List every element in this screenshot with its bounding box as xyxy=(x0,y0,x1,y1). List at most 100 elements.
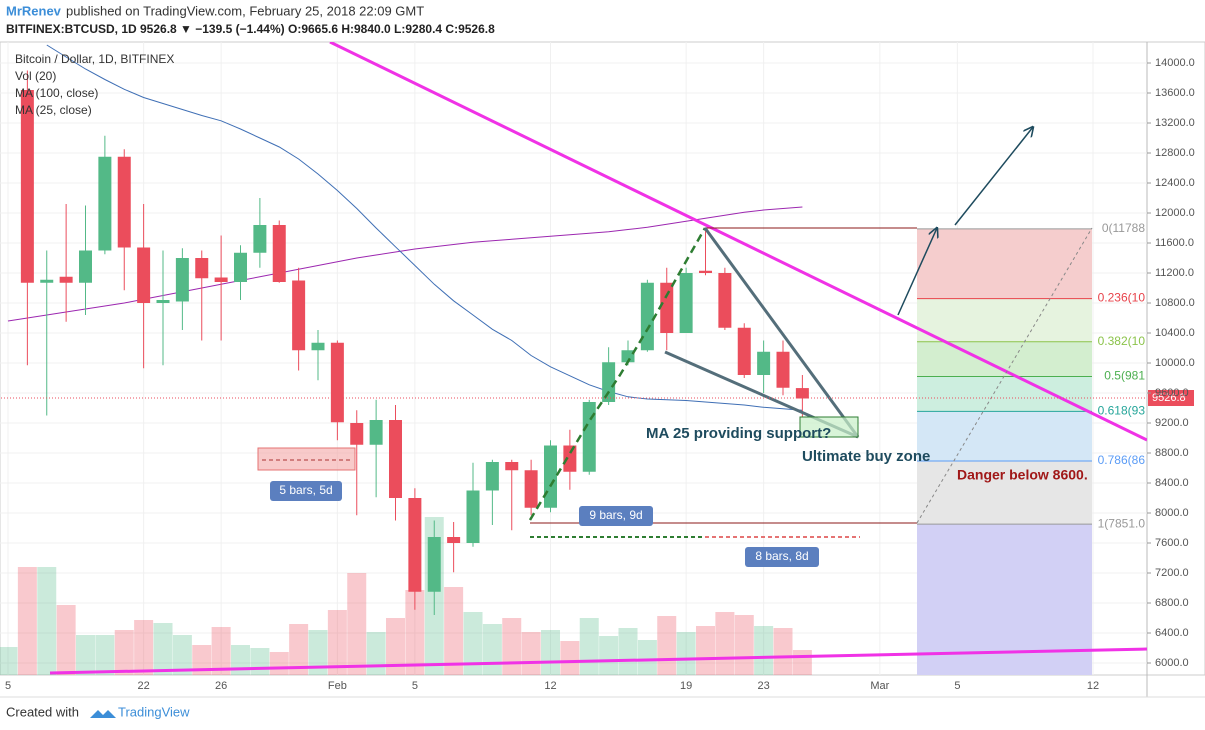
annotation-box xyxy=(579,506,653,526)
candle-body xyxy=(117,156,131,248)
volume-bar xyxy=(792,650,812,675)
footer-logo xyxy=(90,710,116,718)
volume-bar xyxy=(637,640,657,675)
candle-body xyxy=(699,270,712,273)
wedge-line xyxy=(703,227,860,438)
legend-entry: MA (25, close) xyxy=(15,103,92,117)
volume-bar xyxy=(95,635,115,675)
y-tick-label: 12400.0 xyxy=(1155,177,1195,189)
candle-body xyxy=(389,420,402,498)
candle-body xyxy=(505,462,519,471)
volume-bar xyxy=(153,623,173,675)
annotation: 8 bars, 8d xyxy=(755,549,808,563)
trendline xyxy=(329,42,1147,442)
y-tick-label: 14000.0 xyxy=(1155,57,1195,69)
fib-label: 0(11788 xyxy=(1102,221,1145,235)
footer-brand: TradingView xyxy=(118,704,190,719)
candle-body xyxy=(156,300,170,303)
annotations: MA 25 providing support? Ultimate buy zon… xyxy=(270,425,1088,567)
arrow xyxy=(954,127,1033,226)
y-tick-label: 13200.0 xyxy=(1155,117,1195,129)
candle-body xyxy=(447,537,461,543)
annotation: Ultimate buy zone xyxy=(802,448,930,465)
volume-bar xyxy=(657,616,677,675)
candle-body xyxy=(427,537,441,592)
y-tick-label: 13600.0 xyxy=(1155,87,1195,99)
volume-bar xyxy=(773,628,793,675)
x-tick-label: 5 xyxy=(954,680,960,692)
candle-body xyxy=(544,445,557,508)
candle-body xyxy=(737,327,751,375)
annotation: MA 25 providing support? xyxy=(646,425,831,442)
y-tick-label: 6000.0 xyxy=(1155,657,1189,669)
wave-path xyxy=(528,227,707,521)
y-tick-label: 8800.0 xyxy=(1155,447,1189,459)
volume-bar xyxy=(37,567,57,675)
x-tick-label: 22 xyxy=(138,680,150,692)
x-tick-label: 19 xyxy=(680,680,692,692)
candle-body xyxy=(602,362,616,402)
chart-title: Bitcoin / Dollar, 1D, BITFINEX xyxy=(15,52,174,66)
y-tick-label: 9600.0 xyxy=(1155,387,1189,399)
volume-bar xyxy=(696,626,715,675)
volume-bar xyxy=(134,620,154,675)
fib-zone xyxy=(917,411,1092,461)
annotation: 5 bars, 5d xyxy=(279,483,332,497)
y-tick-label: 10400.0 xyxy=(1155,327,1195,339)
volume-bar xyxy=(405,590,425,675)
x-tick-label: Feb xyxy=(328,680,347,692)
candle-body xyxy=(40,279,54,283)
volume-bar xyxy=(444,587,464,675)
volume-bar xyxy=(56,605,76,675)
fib-zone xyxy=(917,460,1092,525)
volume-bar xyxy=(327,610,347,675)
candle-body xyxy=(234,252,247,282)
volume-bar xyxy=(599,636,619,675)
buy-box xyxy=(799,416,859,438)
volume-bar xyxy=(114,630,134,675)
candle-body xyxy=(466,490,480,543)
volume-bar xyxy=(250,648,270,675)
candle-body xyxy=(524,470,538,508)
x-tick-label: 23 xyxy=(758,680,770,692)
volume-bar xyxy=(76,635,95,675)
fib-label: 0.618(93 xyxy=(1098,404,1146,418)
candle-body xyxy=(292,280,306,351)
candle-body xyxy=(660,282,674,333)
candle-body xyxy=(485,462,499,491)
symbol-line: BITFINEX:BTCUSD, 1D 9526.8 ▼ −139.5 (−1.… xyxy=(6,22,495,36)
candle-body xyxy=(640,282,654,351)
candle-body xyxy=(79,250,92,283)
fib-retracement xyxy=(917,228,1092,675)
price-tag-label: 9526.8 xyxy=(1152,392,1186,404)
fib-label: 0.5(981 xyxy=(1104,369,1145,383)
annotation-box xyxy=(270,481,342,501)
volume-bar xyxy=(308,630,328,675)
candle-body xyxy=(272,225,286,282)
fib-label: 0.382(10 xyxy=(1098,334,1146,348)
volume-bar xyxy=(269,652,289,675)
volume-bar xyxy=(192,645,212,675)
x-tick-label: 5 xyxy=(5,680,11,692)
candle-body xyxy=(175,258,189,302)
candle-body xyxy=(582,402,596,472)
y-tick-label: 7600.0 xyxy=(1155,537,1189,549)
x-tick-label: Mar xyxy=(870,680,889,692)
candle-body xyxy=(795,388,809,399)
candle-body xyxy=(408,498,422,592)
candle-body xyxy=(311,342,325,351)
volume xyxy=(0,517,812,675)
fib-label: 1(7851.0 xyxy=(1098,516,1146,530)
y-tick-label: 6800.0 xyxy=(1155,597,1189,609)
published: published on TradingView.com, February 2… xyxy=(66,3,424,18)
fib-label: 0.236(10 xyxy=(1098,291,1146,305)
volume-bar xyxy=(347,573,367,675)
volume-bar xyxy=(579,618,599,675)
x-tick-label: 5 xyxy=(412,680,418,692)
y-tick-label: 8400.0 xyxy=(1155,477,1189,489)
volume-bar xyxy=(715,612,735,675)
volume-bar xyxy=(560,641,580,675)
annotation: 9 bars, 9d xyxy=(589,508,642,522)
candle-body xyxy=(369,420,383,445)
